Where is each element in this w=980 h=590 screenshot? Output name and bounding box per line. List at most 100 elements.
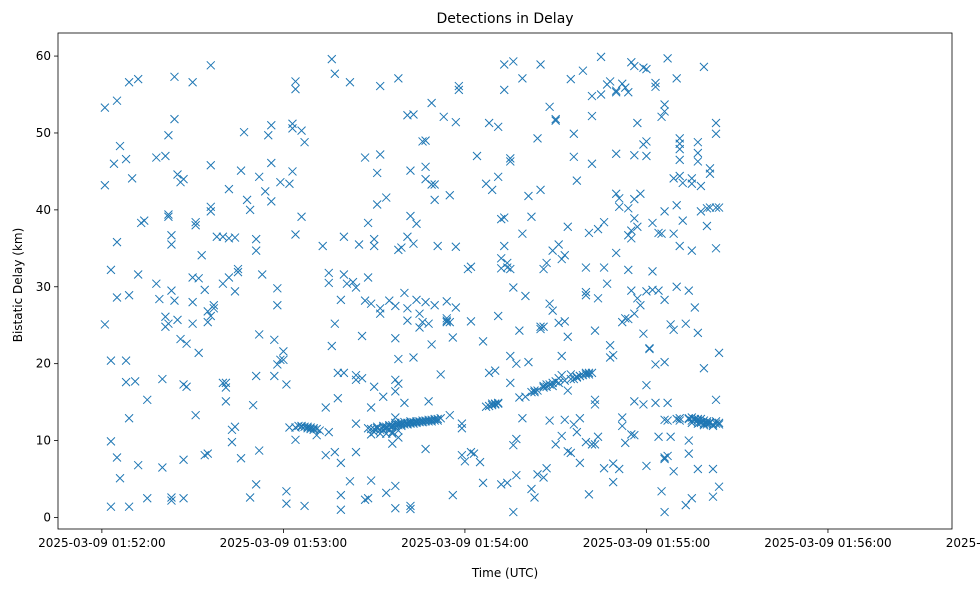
x-tick-label: 2025-03-09 01:57:00	[946, 536, 980, 550]
data-point	[705, 203, 715, 212]
data-point	[702, 416, 712, 426]
data-point	[593, 432, 603, 442]
data-point	[403, 303, 412, 313]
data-point	[672, 200, 682, 210]
data-point	[360, 153, 370, 162]
data-point	[599, 463, 609, 473]
data-point	[209, 303, 219, 313]
data-point	[711, 129, 721, 139]
data-point	[366, 403, 376, 412]
data-point	[112, 293, 122, 302]
data-point	[566, 374, 576, 384]
data-point	[167, 493, 176, 502]
data-point	[427, 180, 436, 189]
data-point	[626, 233, 636, 243]
data-point	[333, 393, 343, 403]
data-point	[617, 317, 627, 327]
data-point	[133, 270, 143, 279]
data-point	[351, 375, 361, 385]
data-point	[702, 203, 712, 213]
data-point	[572, 427, 582, 437]
data-point	[312, 430, 322, 440]
chart-title: Detections in Delay	[436, 11, 573, 27]
data-point	[130, 376, 140, 386]
data-point	[584, 490, 594, 499]
data-point	[421, 136, 430, 146]
data-point	[478, 478, 488, 488]
data-point	[363, 273, 373, 282]
data-point	[651, 78, 660, 88]
data-point	[515, 326, 524, 335]
data-point	[663, 416, 672, 425]
data-point	[548, 306, 558, 315]
data-point	[629, 213, 639, 223]
data-point	[566, 74, 576, 84]
data-point	[487, 185, 497, 195]
data-point	[530, 493, 539, 502]
y-tick-label: 0	[43, 510, 51, 524]
data-points	[100, 52, 724, 517]
data-point	[176, 334, 185, 344]
data-point	[714, 420, 724, 429]
data-point	[236, 453, 246, 463]
data-point	[693, 419, 703, 429]
data-point	[629, 61, 639, 71]
data-point	[164, 212, 173, 222]
data-point	[112, 237, 122, 247]
data-point	[164, 319, 173, 329]
data-point	[291, 84, 300, 94]
data-point	[651, 82, 660, 92]
data-point	[154, 294, 164, 304]
data-point	[394, 74, 403, 83]
data-point	[158, 463, 167, 472]
data-point	[642, 461, 651, 471]
data-point	[206, 160, 216, 170]
data-point	[599, 217, 609, 227]
data-point	[493, 311, 503, 321]
data-point	[300, 137, 309, 147]
data-point	[115, 141, 125, 151]
data-point	[711, 243, 721, 253]
data-point	[164, 210, 173, 219]
data-point	[200, 450, 210, 460]
data-point	[269, 335, 279, 345]
data-point	[381, 488, 391, 498]
data-point	[542, 463, 551, 473]
data-point	[581, 287, 591, 297]
data-point	[390, 301, 400, 311]
data-point	[448, 333, 458, 342]
data-point	[469, 449, 479, 458]
data-point	[493, 122, 503, 132]
data-point	[191, 220, 201, 230]
data-point	[681, 319, 691, 329]
data-point	[642, 151, 651, 161]
data-point	[345, 77, 355, 87]
data-point	[288, 124, 297, 133]
data-point	[614, 193, 624, 203]
data-point	[436, 413, 446, 423]
data-point	[508, 283, 518, 292]
data-point	[451, 242, 461, 252]
data-point	[557, 370, 567, 380]
data-point	[590, 395, 600, 405]
data-point	[394, 433, 403, 442]
data-point	[442, 297, 452, 306]
data-point	[505, 264, 515, 274]
data-point	[626, 286, 636, 295]
data-point	[536, 185, 545, 195]
data-point	[460, 456, 470, 466]
data-point	[297, 212, 306, 222]
data-point	[300, 501, 309, 511]
data-point	[466, 262, 476, 272]
y-tick-label: 20	[36, 357, 51, 371]
data-point	[297, 422, 306, 432]
data-point	[575, 458, 585, 468]
data-point	[412, 219, 421, 229]
data-point	[563, 222, 573, 232]
data-point	[539, 381, 548, 391]
data-point	[445, 410, 455, 420]
data-point	[639, 63, 648, 72]
data-point	[121, 356, 131, 365]
data-point	[499, 60, 509, 69]
data-point	[351, 370, 361, 380]
